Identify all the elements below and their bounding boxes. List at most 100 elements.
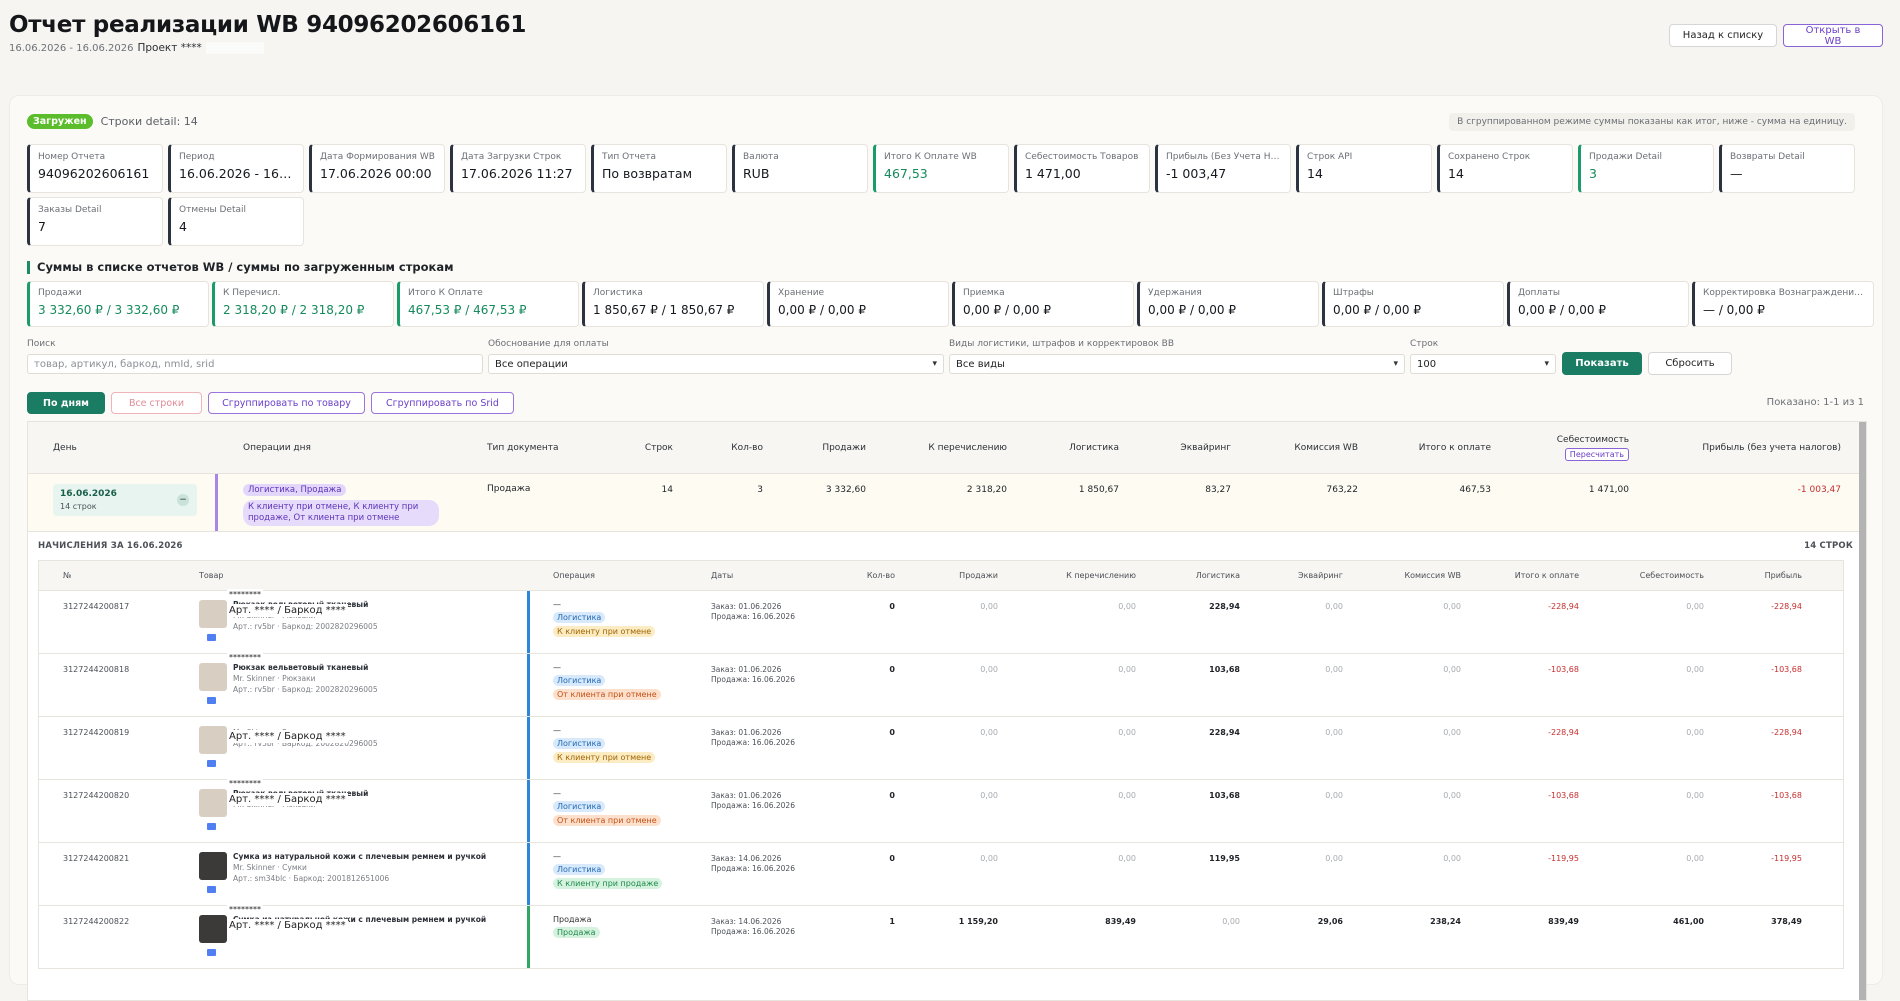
sth-transfer: К перечислению xyxy=(1066,571,1136,580)
product-thumbnail[interactable] xyxy=(199,789,227,830)
row-id: 3127244200822 xyxy=(63,917,130,926)
summary-card-label: Итого К Оплате WB xyxy=(884,152,977,162)
product-article: Арт.: rv5br · Баркод: 2002820296005 xyxy=(233,739,378,748)
product-thumbnail[interactable] xyxy=(199,600,227,641)
table-row[interactable]: 3127244200822 Сумка из натуральной кожи с… xyxy=(38,904,1844,969)
operation-reason-tag: К клиенту при отмене xyxy=(553,626,656,637)
sum-card-value: 467,53 ₽ / 467,53 ₽ xyxy=(408,303,527,317)
summary-card-value: -1 003,47 xyxy=(1166,166,1227,181)
day-box[interactable]: 16.06.2026 14 строк − xyxy=(53,484,197,516)
summary-card-value: 94096202606161 xyxy=(38,166,150,181)
operation-tag: Логистика xyxy=(553,738,606,749)
day-row[interactable]: 16.06.2026 14 строк − Логистика, Продажа… xyxy=(28,474,1866,532)
row-total: -119,95 xyxy=(1548,854,1579,863)
open-card-icon[interactable] xyxy=(207,949,216,956)
row-logistics: 119,95 xyxy=(1209,854,1240,863)
scrollbar-thumb[interactable] xyxy=(1859,422,1866,1000)
table-row[interactable]: 3127244200819 Mr. Skinner · РюкзакиАрт.: … xyxy=(38,717,1844,780)
product-thumbnail[interactable] xyxy=(199,663,227,704)
summary-card-value: 17.06.2026 11:27 xyxy=(461,166,573,181)
chevron-down-icon: ▾ xyxy=(1544,359,1549,369)
row-id: 3127244200819 xyxy=(63,728,130,737)
row-product: Рюкзак вельветовый тканевый Mr. Skinner ·… xyxy=(187,652,527,716)
row-id: 3127244200821 xyxy=(63,854,130,863)
open-card-icon[interactable] xyxy=(207,634,216,641)
summary-cards: Номер Отчета 94096202606161 Период 16.06.20… xyxy=(27,144,1867,246)
sum-card: К Перечисл. 2 318,20 ₽ / 2 318,20 ₽ xyxy=(212,281,394,327)
sums-title: Суммы в списке отчетов WB / суммы по заг… xyxy=(27,261,454,274)
open-card-icon[interactable] xyxy=(207,886,216,893)
all-rows-button[interactable]: Все строки xyxy=(111,392,202,414)
masked-article: Арт. **** / Баркод **** xyxy=(227,604,348,617)
product-info: Сумка из натуральной кожи с плечевым рем… xyxy=(233,915,486,968)
open-card-icon[interactable] xyxy=(207,697,216,704)
rows-select[interactable]: 100 ▾ xyxy=(1410,354,1556,374)
row-total: -103,68 xyxy=(1548,665,1579,674)
row-sales: 0,00 xyxy=(980,665,998,674)
row-dates: Заказ: 01.06.2026 Продажа: 16.06.2026 xyxy=(711,780,863,842)
row-commission: 0,00 xyxy=(1443,602,1461,611)
product-thumbnail[interactable] xyxy=(199,726,227,767)
summary-card: Заказы Detail 7 xyxy=(27,197,163,246)
sth-operation: Операция xyxy=(553,571,595,580)
open-card-icon[interactable] xyxy=(207,760,216,767)
sum-card-label: К Перечисл. xyxy=(223,288,281,298)
row-transfer: 0,00 xyxy=(1118,665,1136,674)
row-product: Сумка из натуральной кожи с плечевым рем… xyxy=(187,904,527,968)
search-input[interactable]: товар, артикул, баркод, nmId, srid xyxy=(27,354,483,374)
row-dates: Заказ: 14.06.2026 Продажа: 16.06.2026 xyxy=(711,843,863,905)
reset-button[interactable]: Сбросить xyxy=(1648,352,1732,375)
operation-reason-tag: К клиенту при продаже xyxy=(553,878,663,889)
open-card-icon[interactable] xyxy=(207,823,216,830)
chevron-down-icon: ▾ xyxy=(1393,359,1398,369)
types-select[interactable]: Все виды ▾ xyxy=(949,354,1405,374)
sum-card-value: 0,00 ₽ / 0,00 ₽ xyxy=(1518,303,1607,317)
by-days-button[interactable]: По дням xyxy=(27,392,105,414)
group-by-srid-button[interactable]: Сгруппировать по Srid xyxy=(371,392,514,414)
table-row[interactable]: 3127244200818 Рюкзак вельветовый тканевый… xyxy=(38,652,1844,717)
product-name: Сумка из натуральной кожи с плечевым рем… xyxy=(233,915,487,924)
payment-basis-select[interactable]: Все операции ▾ xyxy=(488,354,944,374)
sum-card-value: 0,00 ₽ / 0,00 ₽ xyxy=(778,303,867,317)
sth-total: Итого к оплате xyxy=(1514,571,1579,580)
summary-card: Сохранено Строк 14 xyxy=(1437,144,1573,193)
operation-reason-tag: От клиента при отмене xyxy=(553,815,661,826)
payment-basis-value: Все операции xyxy=(495,358,568,370)
back-to-list-button[interactable]: Назад к списку xyxy=(1669,24,1777,47)
sale-date: Продажа: 16.06.2026 xyxy=(711,864,795,873)
page-subtitle: 16.06.2026 - 16.06.2026 Проект **** xyxy=(9,42,526,54)
row-operation: — Логистика От клиента при отмене xyxy=(527,654,711,716)
recalc-button[interactable]: Пересчитать xyxy=(1564,447,1629,461)
order-date: Заказ: 14.06.2026 xyxy=(711,854,782,863)
open-in-wb-button[interactable]: Открыть в WB xyxy=(1783,24,1883,47)
summary-card-value: 7 xyxy=(38,219,46,234)
summary-card-label: Строк API xyxy=(1307,152,1353,162)
pagination-info: Показано: 1-1 из 1 xyxy=(1766,397,1864,408)
table-row[interactable]: 3127244200821 Сумка из натуральной кожи с… xyxy=(38,843,1844,906)
table-row[interactable]: 3127244200820 Рюкзак вельветовый тканевый… xyxy=(38,778,1844,843)
row-qty: 0 xyxy=(889,602,895,611)
product-article: Арт.: rv5br · Баркод: 2002820296005 xyxy=(233,685,378,694)
types-label: Виды логистики, штрафов и корректировок … xyxy=(949,339,1174,349)
product-thumbnail[interactable] xyxy=(199,915,227,956)
row-acquiring: 0,00 xyxy=(1325,602,1343,611)
row-logistics: 0,00 xyxy=(1222,917,1240,926)
th-rows: Строк xyxy=(644,442,673,453)
sum-card: Хранение 0,00 ₽ / 0,00 ₽ xyxy=(767,281,949,327)
grouping-hint: В сгруппированном режиме суммы показаны … xyxy=(1449,113,1855,131)
operation-type: — xyxy=(553,852,561,861)
row-id: 3127244200820 xyxy=(63,791,130,800)
vertical-scrollbar[interactable] xyxy=(1859,422,1866,1000)
table-row[interactable]: 3127244200817 Рюкзак вельветовый тканевый… xyxy=(38,589,1844,654)
day-acquiring: 83,27 xyxy=(1205,485,1231,495)
product-thumbnail[interactable] xyxy=(199,852,227,893)
row-sales: 0,00 xyxy=(980,728,998,737)
summary-card-value: 1 471,00 xyxy=(1025,166,1081,181)
detail-rows-count: Строки detail: 14 xyxy=(100,115,198,128)
summary-card-value: 16.06.2026 - 16.0... xyxy=(179,166,295,181)
group-by-product-button[interactable]: Сгруппировать по товару xyxy=(208,392,365,414)
show-button[interactable]: Показать xyxy=(1562,352,1642,375)
row-total: 839,49 xyxy=(1548,917,1579,926)
day-rows-count: 14 строк xyxy=(60,502,97,511)
collapse-icon[interactable]: − xyxy=(177,494,189,506)
